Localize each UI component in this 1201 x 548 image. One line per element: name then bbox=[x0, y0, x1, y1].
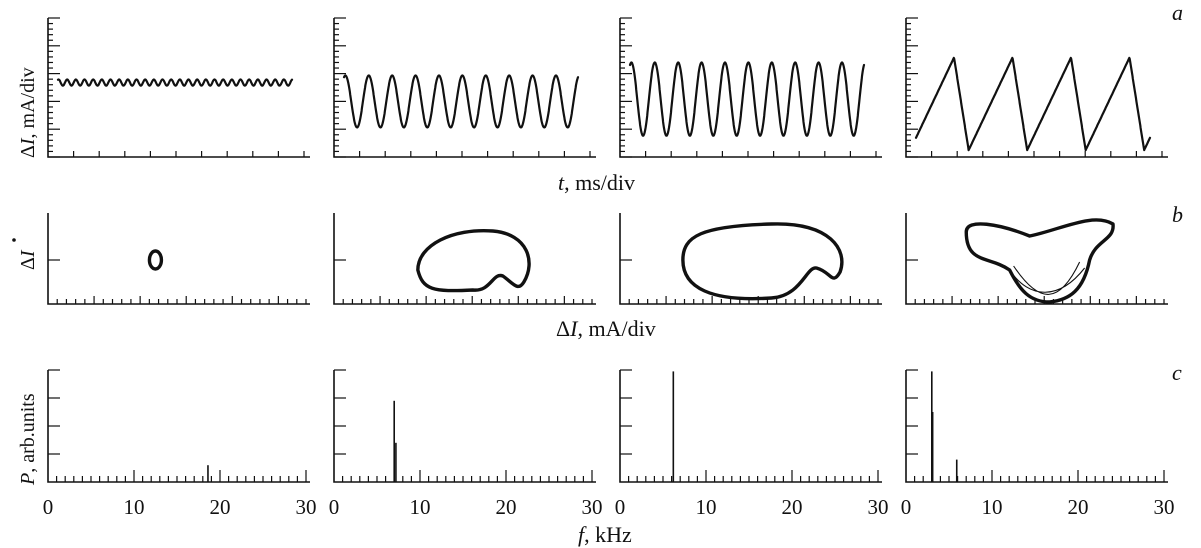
row-c-panel-2-xticklabel: 0 bbox=[329, 495, 340, 519]
row-c-panel-1-axes bbox=[47, 370, 310, 483]
row-c-panel-1-xticklabel: 20 bbox=[210, 495, 231, 519]
row-b-panel-1-loop bbox=[147, 249, 164, 271]
row-letter-c: c bbox=[1172, 360, 1182, 385]
row-b-ylabel-dot bbox=[12, 238, 16, 242]
row-a-panel-1-trace bbox=[56, 78, 294, 87]
row-c-panel-3-axes bbox=[619, 370, 882, 483]
row-c-panel-4-xticklabel: 0 bbox=[901, 495, 912, 519]
row-c-panel-4-xticklabel: 30 bbox=[1154, 495, 1175, 519]
row-b-xlabel: ΔI, mA/div bbox=[556, 316, 656, 341]
row-b-panel-1-axes bbox=[47, 213, 310, 305]
row-b-panel-4-inner-loop bbox=[1009, 261, 1086, 295]
row-letter-a: a bbox=[1172, 0, 1183, 25]
row-letter-b: b bbox=[1172, 202, 1183, 227]
row-c-panel-2-axes bbox=[333, 370, 596, 483]
row-b-panel-3-loop bbox=[681, 222, 844, 301]
row-b-panel-4-loop bbox=[964, 218, 1115, 304]
row-c-panel-2-xticklabel: 10 bbox=[410, 495, 431, 519]
row-c-panel-4-xticklabel: 10 bbox=[982, 495, 1003, 519]
row-a-ylabel: ΔI, mA/div bbox=[17, 67, 39, 158]
row-b-panel-2-loop bbox=[416, 228, 531, 293]
row-c-panel-2-xticklabel: 20 bbox=[496, 495, 517, 519]
row-c-panel-1-xticklabel: 30 bbox=[296, 495, 317, 519]
panels-group: 0 10 20 30 0 10 20 30 0 10 20 30 0 10 20 30 bbox=[43, 17, 1175, 519]
row-a-panel-4-trace bbox=[914, 56, 1152, 152]
row-c-panel-3-xticklabel: 0 bbox=[615, 495, 626, 519]
row-b-panel-4-axes bbox=[905, 213, 1168, 305]
row-c-xlabel: f, kHz bbox=[578, 522, 632, 547]
row-a-xlabel: t, ms/div bbox=[558, 170, 635, 195]
row-c-panel-3-xticklabel: 30 bbox=[868, 495, 889, 519]
row-c-panel-4-axes bbox=[905, 370, 1168, 483]
row-a-panel-2-trace bbox=[342, 74, 580, 129]
row-c-panel-1-xticklabel: 10 bbox=[124, 495, 145, 519]
row-c-panel-3-xticklabel: 10 bbox=[696, 495, 717, 519]
row-c-panel-2-xticklabel: 30 bbox=[582, 495, 603, 519]
row-c-panel-1-xticklabel: 0 bbox=[43, 495, 54, 519]
row-a-panel-1-axes bbox=[47, 18, 310, 158]
row-a-panel-4-axes bbox=[905, 18, 1168, 158]
row-c-panel-4-xticklabel: 20 bbox=[1068, 495, 1089, 519]
row-a-panel-3-trace bbox=[628, 61, 866, 137]
row-c-panel-3-xticklabel: 20 bbox=[782, 495, 803, 519]
row-b-ylabel: ΔI bbox=[17, 249, 39, 270]
row-c-ylabel: P, arb.units bbox=[17, 393, 39, 486]
